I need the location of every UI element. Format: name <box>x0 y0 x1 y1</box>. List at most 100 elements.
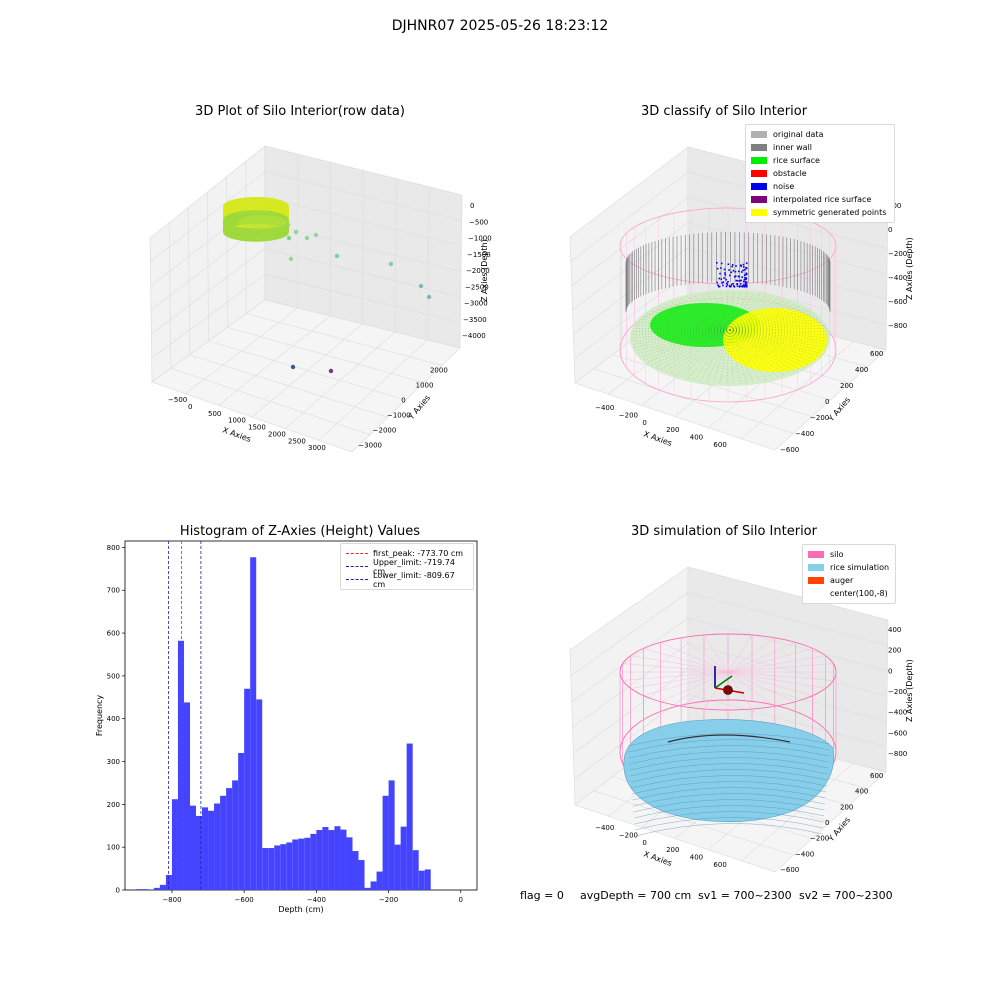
panel1-title: 3D Plot of Silo Interior(row data) <box>195 104 405 119</box>
p2-noise-point <box>724 274 727 276</box>
legend-swatch <box>751 183 767 190</box>
legend-entry: inner wall <box>751 141 889 154</box>
p2-surface-ray <box>632 329 731 342</box>
p1-y-tick: 0 <box>401 397 405 405</box>
p2-surface-ray <box>632 329 731 335</box>
p4-x-tick: 0 <box>642 839 646 847</box>
histogram-bar <box>189 805 197 890</box>
p4-silo-spoke <box>643 671 729 696</box>
status-sv2: sv2 = 700~2300 <box>799 889 893 902</box>
histogram-bar <box>304 837 311 890</box>
histogram-bar <box>334 826 341 890</box>
p1-grid <box>427 186 430 341</box>
p4-silo-spoke <box>681 671 729 707</box>
p2-surface-ray <box>729 310 810 331</box>
p1-ring-layer <box>223 221 289 242</box>
p2-surface-ray <box>729 329 741 384</box>
p4-grid <box>571 617 689 702</box>
legend-label: original data <box>773 130 824 139</box>
p2-surface-ray <box>643 329 731 360</box>
p2-surface-ray <box>729 329 754 383</box>
p2-noise-point <box>737 279 739 282</box>
p2-noise-point <box>740 279 742 282</box>
histogram-y-tick: 400 <box>107 715 120 723</box>
histogram-bar <box>346 837 353 890</box>
p1-point <box>288 256 294 262</box>
p2-surface-ray <box>637 322 731 331</box>
p2-noise-point <box>740 265 743 268</box>
histogram-y-tick: 0 <box>116 887 120 895</box>
p4-silo-spoke <box>703 634 729 673</box>
p4-z-tick: −800 <box>888 750 907 758</box>
p4-grid <box>669 733 868 789</box>
p2-surface-ray <box>693 295 731 331</box>
p2-noise-point <box>729 274 731 277</box>
p2-surface-ray <box>693 329 731 381</box>
p4-silo-spoke <box>703 671 729 710</box>
p1-point <box>285 222 291 228</box>
p2-surface-ray <box>686 296 731 331</box>
p2-noise-point <box>745 281 748 284</box>
p1-point <box>388 261 394 267</box>
p4-mesh-line <box>633 805 825 819</box>
p2-noise-point <box>725 278 727 281</box>
p2-surface-ray <box>699 294 731 331</box>
histogram-bar <box>196 815 203 890</box>
panel4-legend: silo rice simulation auger center(100,-8) <box>802 544 896 604</box>
p1-grid <box>264 171 462 221</box>
legend-label: rice surface <box>773 156 820 165</box>
p2-noise-point <box>738 285 741 288</box>
p4-grid <box>608 728 722 817</box>
p2-surface-ray <box>650 329 731 366</box>
p4-mesh-line <box>632 793 826 807</box>
p1-grid <box>226 176 228 328</box>
histogram-bar <box>316 830 323 890</box>
p1-ring-layer <box>223 214 289 235</box>
p4-grid <box>631 762 831 823</box>
p4-mesh-line <box>628 739 830 753</box>
p2-surface-ray <box>729 303 796 331</box>
legend-label: Upper_limit: -719.74 cm <box>373 557 455 576</box>
p4-silo-bottom <box>619 699 837 805</box>
legend-entry: Lower_limit: -809.67 cm <box>346 571 468 589</box>
status-flag: flag = 0 <box>520 889 564 902</box>
p2-surface-ray <box>646 313 731 331</box>
p2-surface-ray <box>729 329 748 384</box>
p1-point <box>313 232 319 238</box>
p1-grid <box>189 354 389 418</box>
p2-surface-ray <box>729 329 780 378</box>
histogram-bar <box>171 799 178 890</box>
p1-grid <box>246 313 443 366</box>
legend-label: first_peak: -773.70 cm <box>373 549 464 558</box>
p2-surface-ray <box>712 329 731 384</box>
legend-entry: obstacle <box>751 167 889 180</box>
p2-surface-ray <box>726 329 731 384</box>
histogram-x-tick: −800 <box>162 896 181 904</box>
histogram-bar <box>208 810 215 890</box>
histogram-bar <box>250 557 257 890</box>
p1-z-tick: −3500 <box>463 316 487 324</box>
p4-mesh-line <box>631 781 827 795</box>
legend-entry: rice surface <box>751 154 889 167</box>
histogram-y-tick: 300 <box>107 758 120 766</box>
p1-xlabel: X Axies <box>221 425 252 444</box>
p2-noise-point <box>737 270 740 273</box>
p2-y-tick: −200 <box>810 414 829 422</box>
p2-noise-point <box>743 274 746 276</box>
histogram-bar <box>424 869 431 890</box>
p2-noise-point <box>736 283 738 285</box>
p4-silo-spoke <box>727 642 796 673</box>
p2-noise-point <box>742 269 744 272</box>
p2-surface-ray <box>729 301 791 331</box>
p2-noise-point <box>745 266 747 269</box>
p2-noise-point <box>723 268 726 271</box>
p1-ring <box>223 197 289 242</box>
p2-surface-ray <box>729 305 801 331</box>
p2-x-tick: 400 <box>690 434 703 442</box>
p2-noise-point <box>733 276 736 278</box>
p4-grid <box>674 745 788 839</box>
histogram-bar <box>340 829 347 890</box>
p2-noise-point <box>745 285 748 288</box>
p4-mesh-line <box>630 763 828 777</box>
legend-label: silo <box>830 550 844 559</box>
